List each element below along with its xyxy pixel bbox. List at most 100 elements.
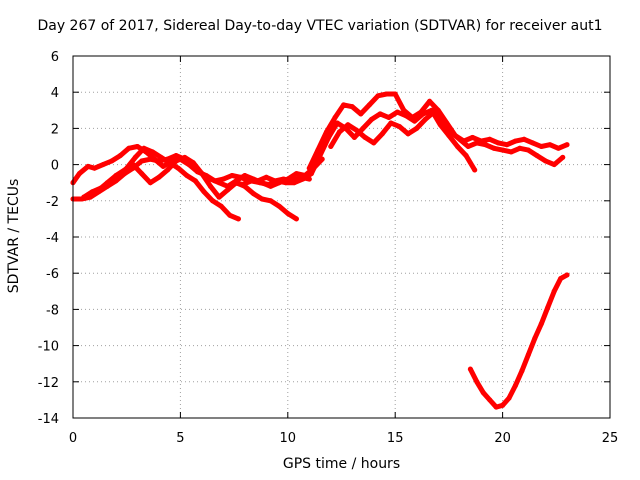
- data-point: [495, 140, 501, 146]
- data-point: [525, 352, 531, 358]
- data-point: [235, 216, 241, 222]
- data-point: [210, 198, 216, 204]
- data-point: [409, 115, 415, 121]
- data-point: [149, 149, 155, 155]
- data-point: [457, 136, 463, 142]
- data-point: [564, 272, 570, 278]
- data-point: [96, 187, 102, 193]
- data-point: [229, 172, 235, 178]
- data-point: [134, 144, 140, 149]
- data-point: [334, 120, 340, 126]
- x-tick-label: 5: [176, 431, 184, 446]
- x-axis-label: GPS time / hours: [282, 456, 401, 472]
- data-point: [392, 91, 398, 97]
- data-point: [427, 98, 433, 104]
- series-line: [231, 107, 478, 187]
- data-point: [467, 366, 473, 372]
- data-point: [463, 153, 469, 159]
- data-point: [257, 180, 263, 186]
- data-point: [242, 172, 248, 178]
- data-point: [474, 379, 480, 385]
- data-point: [470, 134, 476, 140]
- data-point: [225, 187, 231, 193]
- data-point: [360, 125, 366, 131]
- data-point: [240, 182, 246, 188]
- data-point: [508, 149, 514, 155]
- plot-frame: [72, 55, 611, 419]
- data-series: [70, 91, 570, 410]
- y-tick-label: -8: [46, 303, 59, 318]
- data-point: [375, 93, 381, 99]
- data-point: [276, 203, 282, 209]
- data-point: [81, 194, 87, 200]
- data-point: [100, 162, 106, 168]
- data-point: [85, 163, 91, 169]
- data-point: [362, 134, 368, 140]
- data-point: [165, 167, 171, 173]
- data-point: [472, 167, 478, 173]
- series-line: [96, 154, 299, 222]
- data-point: [139, 171, 145, 177]
- data-point: [512, 382, 518, 388]
- data-point: [265, 182, 271, 188]
- data-point: [147, 156, 153, 162]
- data-point: [130, 162, 136, 168]
- data-point: [182, 154, 188, 160]
- x-tick-label: 20: [494, 431, 511, 446]
- data-point: [220, 176, 226, 182]
- data-point: [555, 145, 561, 151]
- data-point: [184, 172, 190, 178]
- data-point: [388, 120, 394, 126]
- data-point: [199, 171, 205, 177]
- data-point: [326, 134, 332, 140]
- data-point: [377, 111, 383, 117]
- data-point: [547, 142, 553, 148]
- data-point: [293, 171, 299, 177]
- data-point: [190, 160, 196, 166]
- data-point: [439, 118, 445, 124]
- data-point: [534, 153, 540, 159]
- data-point: [351, 134, 357, 140]
- data-point: [504, 142, 510, 148]
- data-point: [173, 153, 179, 159]
- data-point: [386, 115, 392, 121]
- data-point: [126, 145, 132, 151]
- data-point: [435, 107, 441, 113]
- data-point: [366, 102, 372, 108]
- data-point: [160, 163, 166, 169]
- data-point: [358, 111, 364, 117]
- data-point: [91, 165, 97, 171]
- data-point: [175, 165, 181, 171]
- data-point: [345, 122, 351, 128]
- data-point: [147, 180, 153, 186]
- data-point: [300, 176, 306, 182]
- data-point: [530, 140, 536, 146]
- data-point: [394, 109, 400, 115]
- data-point: [551, 288, 557, 294]
- data-point: [465, 144, 471, 149]
- data-point: [517, 145, 523, 151]
- axis-ticks: 0 5 10 15 20 25 -14 -12 -10 -8 -6 -4 -2 0 2 4 6: [38, 50, 619, 446]
- data-point: [231, 180, 237, 186]
- data-point: [336, 129, 342, 135]
- data-point: [218, 203, 224, 209]
- data-point: [104, 180, 110, 186]
- y-axis-label: SDTVAR / TECUs: [6, 178, 22, 294]
- x-tick-label: 0: [69, 431, 77, 446]
- data-point: [293, 216, 299, 222]
- data-point: [158, 154, 164, 160]
- data-point: [248, 178, 254, 184]
- data-point: [396, 124, 402, 130]
- data-point: [285, 210, 291, 216]
- y-tick-label: -12: [38, 376, 59, 391]
- series-arc-4: [96, 154, 299, 222]
- data-point: [480, 390, 486, 396]
- y-tick-label: -6: [46, 267, 59, 282]
- data-point: [493, 404, 499, 410]
- data-point: [117, 153, 123, 159]
- x-tick-label: 15: [387, 431, 404, 446]
- y-tick-label: 6: [51, 50, 59, 65]
- data-point: [521, 136, 527, 142]
- data-point: [454, 144, 460, 149]
